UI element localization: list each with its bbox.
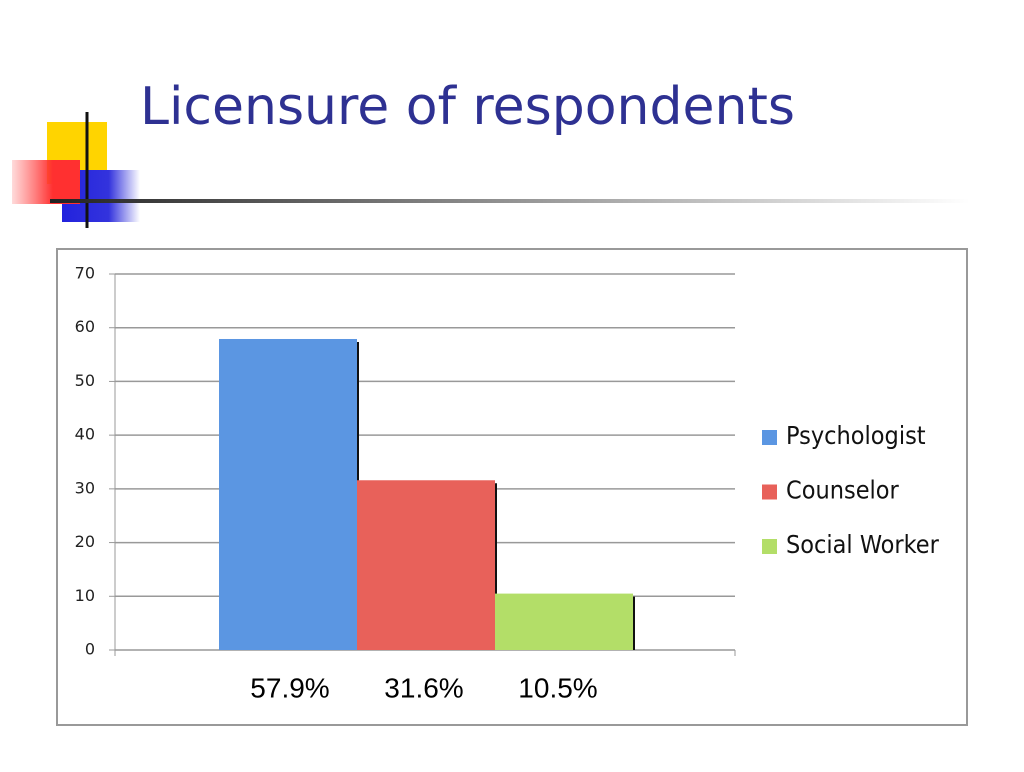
y-tick-label: 10 [75,586,95,605]
legend-label: Social Worker [786,530,940,559]
y-tick-label: 0 [85,640,95,659]
y-tick-label: 70 [75,264,95,283]
y-tick-label: 20 [75,532,95,551]
legend-swatch [762,430,777,445]
y-tick-label: 60 [75,317,95,336]
value-label: 10.5% [518,672,597,703]
bar [495,593,633,650]
legend-label: Psychologist [786,421,926,450]
legend-swatch [762,484,777,500]
bar [357,480,495,650]
y-tick-label: 50 [75,371,95,390]
bar [219,338,357,650]
value-label: 57.9% [250,672,329,703]
legend-label: Counselor [786,476,900,505]
slide-title: Licensure of respondents [140,77,795,137]
y-tick-label: 30 [75,478,95,497]
y-tick-label: 40 [75,425,95,444]
legend-swatch [762,539,777,554]
value-label: 31.6% [384,672,463,703]
title-rule [50,199,970,203]
logo [12,112,140,228]
